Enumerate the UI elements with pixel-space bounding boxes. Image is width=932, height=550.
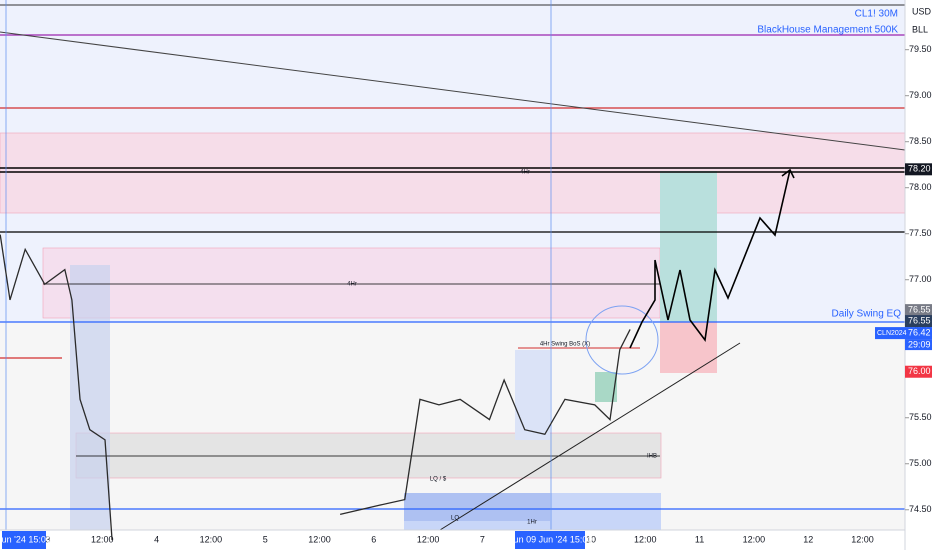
symbol: CL1! 30M [855, 9, 898, 20]
y-tick-label: 74.50 [909, 504, 932, 514]
x-tick-label: 11 [695, 534, 704, 544]
block [515, 350, 550, 440]
price-line [0, 234, 113, 541]
price-tag [905, 365, 932, 378]
annotation: 4Hr [347, 282, 357, 288]
x-tick-label: 4 [154, 534, 159, 544]
price-tag [905, 163, 932, 176]
price-tag-label: 76.00 [908, 366, 931, 376]
watermark: BlackHouse Management 500K [757, 25, 898, 36]
arrow-head [781, 168, 795, 179]
range-zone [75, 432, 662, 479]
y-tick-label: 75.00 [909, 458, 932, 468]
x-tick-label: 7 [480, 534, 485, 544]
annotation: 4Hr Swing BoS (X) [540, 342, 590, 348]
price-tag-label: 76.55 [908, 316, 931, 326]
symbol-tag [875, 327, 905, 340]
x-tick-label: 3 [45, 534, 50, 544]
x-tick-label: 12:00 [200, 534, 223, 544]
price-tag [905, 315, 932, 328]
annotation: IHB [647, 454, 657, 460]
symbol-tag-label: CLN2024 [877, 330, 907, 337]
price-tag-label: 76.42 [908, 327, 931, 337]
highlight-circle [585, 305, 659, 375]
block [70, 265, 110, 530]
crosshair-label: Jun '24 15:00 [0, 534, 51, 544]
y-tick-label: 77.00 [909, 274, 932, 284]
x-tick-label: 12:00 [851, 534, 874, 544]
y-tick-label: 78.00 [909, 182, 932, 192]
crosshair-label-bg [515, 531, 585, 549]
annotation: Daily Swing EQ [832, 309, 902, 320]
x-tick-label: 12:00 [417, 534, 440, 544]
y-tick-label: 78.50 [909, 136, 932, 146]
x-tick-label: 5 [263, 534, 268, 544]
x-tick-label: 12:00 [91, 534, 114, 544]
price-tag [905, 327, 932, 340]
y-tick-label: 79.00 [909, 90, 932, 100]
y-tick-label: 79.50 [909, 44, 932, 54]
x-tick-label: 12 [803, 534, 813, 544]
x-tick-label: 6 [371, 534, 376, 544]
price-tag-label: 76.55 [908, 305, 931, 315]
annotation: 1Hr [527, 520, 537, 526]
supply-zone [0, 132, 906, 214]
trend-line [439, 342, 741, 531]
unit: BLL [912, 24, 928, 34]
block [595, 372, 617, 402]
crosshair-label-bg [2, 531, 46, 549]
stop-zone [660, 322, 717, 373]
trend-line [0, 31, 906, 151]
x-tick-label: 12:00 [308, 534, 331, 544]
x-tick-label: 12:00 [743, 534, 766, 544]
price-tag-label: 78.20 [908, 164, 931, 174]
y-tick-label: 77.50 [909, 228, 932, 238]
supply-zone [42, 247, 661, 319]
annotation: LQ / $ [430, 477, 447, 483]
price-tag [905, 304, 932, 317]
projection-path [629, 169, 791, 349]
countdown: 29:09 [908, 339, 931, 349]
price-line [339, 329, 631, 515]
x-tick-label: 12:00 [634, 534, 657, 544]
countdown-bg [905, 339, 932, 351]
currency: USD [912, 6, 932, 16]
annotation: LQ [451, 516, 459, 522]
x-tick-label: 10 [586, 534, 596, 544]
annotation: 4Hr [520, 170, 530, 176]
y-tick-label: 75.50 [909, 412, 932, 422]
crosshair-label: Sun 09 Jun '24 15:00 [508, 534, 593, 544]
target-zone [660, 171, 717, 322]
